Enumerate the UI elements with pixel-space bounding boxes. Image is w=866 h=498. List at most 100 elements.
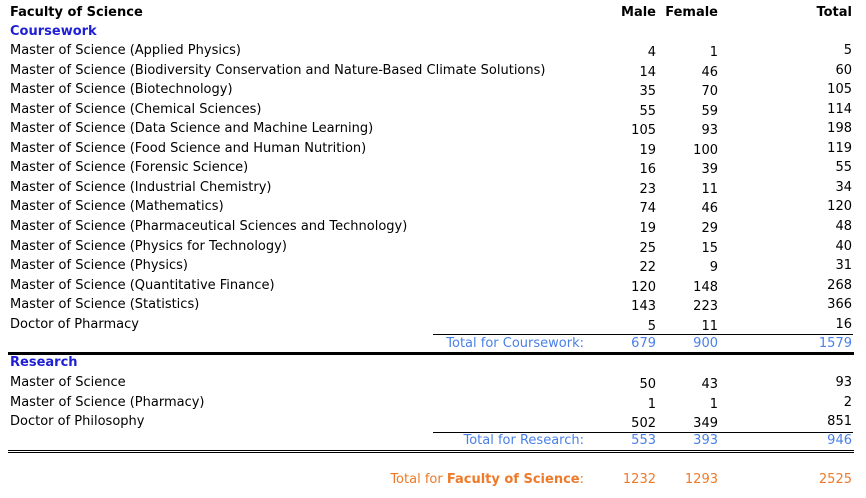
program-name: Doctor of Pharmacy (10, 316, 139, 332)
female-count: 59 (701, 103, 718, 119)
male-count: 14 (639, 64, 656, 80)
table-row: Master of Science (Pharmaceutical Scienc… (0, 217, 866, 236)
total-count: 851 (827, 414, 852, 429)
female-count: 39 (701, 162, 718, 178)
male-count: 23 (639, 181, 656, 197)
program-name: Master of Science (Quantitative Finance) (10, 277, 275, 293)
grand-total-separator (8, 450, 854, 456)
male-count: 35 (639, 84, 656, 100)
male-count: 105 (631, 123, 656, 139)
female-count: 223 (693, 299, 718, 315)
program-name: Master of Science (10, 375, 126, 390)
female-count: 1 (709, 45, 718, 60)
research-subtotal-female: 393 (693, 433, 718, 448)
grand-total-label: Total for Faculty of Science: (390, 470, 584, 489)
total-count: 268 (827, 277, 852, 293)
coursework-subtotal-female: 900 (693, 336, 718, 351)
male-column-header: Male (621, 5, 656, 20)
grand-total-suffix: : (579, 472, 584, 487)
male-count: 16 (639, 162, 656, 178)
table-row: Master of Science (Mathematics) 74 46 120 (0, 197, 866, 216)
total-count: 34 (835, 179, 852, 195)
total-count: 5 (843, 43, 852, 58)
coursework-subtotal-rule (433, 334, 853, 335)
total-count: 366 (827, 297, 852, 313)
program-name: Master of Science (Applied Physics) (10, 43, 241, 58)
table-row: Master of Science (Applied Physics) 4 1 5 (0, 41, 866, 60)
female-count: 148 (693, 279, 718, 295)
section-separator (8, 352, 854, 355)
female-count: 43 (701, 377, 718, 392)
male-count: 25 (639, 240, 656, 256)
research-heading: Research (10, 355, 78, 370)
program-name: Master of Science (Pharmaceutical Scienc… (10, 218, 408, 234)
female-count: 93 (701, 123, 718, 139)
table-row: Master of Science (Chemical Sciences) 55 5… (0, 100, 866, 119)
table-row: Master of Science (Statistics) 143 223 366 (0, 295, 866, 314)
research-subtotal-total: 946 (827, 433, 852, 448)
table-row: Master of Science (Quantitative Finance)… (0, 276, 866, 295)
total-count: 16 (835, 316, 852, 332)
grand-total-female: 1293 (684, 472, 718, 487)
female-count: 70 (701, 84, 718, 100)
grand-total-prefix: Total for (390, 472, 447, 487)
table-row: Doctor of Pharmacy 5 11 16 (0, 315, 866, 334)
grand-total-row: Total for Faculty of Science: 1232 1293 … (0, 470, 866, 489)
female-count: 9 (709, 260, 718, 276)
total-count: 120 (827, 199, 852, 215)
total-count: 198 (827, 121, 852, 137)
table-row: Master of Science (Industrial Chemistry)… (0, 178, 866, 197)
table-row: Master of Science (Physics for Technolog… (0, 237, 866, 256)
table-row: Master of Science (Physics) 22 9 31 (0, 256, 866, 275)
female-count: 11 (701, 318, 718, 334)
total-count: 40 (835, 238, 852, 254)
male-count: 143 (631, 299, 656, 315)
total-count: 105 (827, 82, 852, 98)
research-section-heading: Research (0, 353, 866, 372)
program-name: Master of Science (Pharmacy) (10, 394, 205, 410)
table-row: Master of Science (Biotechnology) 35 70 105 (0, 80, 866, 99)
male-count: 50 (639, 377, 656, 392)
female-count: 15 (701, 240, 718, 256)
grand-total-faculty: Faculty of Science (446, 472, 580, 487)
total-count: 55 (835, 160, 852, 176)
total-count: 60 (835, 62, 852, 78)
grand-total-male: 1232 (622, 472, 656, 487)
program-name: Master of Science (Industrial Chemistry) (10, 179, 272, 195)
table-row: Master of Science (Forensic Science) 16 39… (0, 158, 866, 177)
female-count: 100 (693, 142, 718, 158)
faculty-title: Faculty of Science (10, 5, 143, 20)
total-count: 114 (827, 101, 852, 117)
total-count: 119 (827, 140, 852, 156)
program-name: Master of Science (Biotechnology) (10, 82, 233, 98)
female-count: 1 (709, 396, 718, 412)
total-count: 2 (843, 394, 852, 410)
total-count: 93 (835, 375, 852, 390)
coursework-heading: Coursework (10, 24, 97, 39)
research-subtotal-male: 553 (631, 433, 656, 448)
coursework-subtotal-label: Total for Coursework: (446, 336, 584, 351)
program-name: Master of Science (Physics) (10, 258, 188, 274)
program-name: Master of Science (Biodiversity Conserva… (10, 62, 546, 78)
coursework-subtotal-male: 679 (631, 336, 656, 351)
coursework-subtotal-row: Total for Coursework: 679 900 1579 (0, 334, 866, 353)
male-count: 55 (639, 103, 656, 119)
female-count: 46 (701, 201, 718, 217)
male-count: 19 (639, 220, 656, 236)
coursework-subtotal-total: 1579 (818, 336, 852, 351)
male-count: 22 (639, 260, 656, 276)
table-row: Master of Science (Data Science and Mach… (0, 119, 866, 138)
program-name: Master of Science (Chemical Sciences) (10, 101, 262, 117)
table-row: Doctor of Philosophy 502 349 851 (0, 412, 866, 431)
table-row: Master of Science (Food Science and Huma… (0, 139, 866, 158)
program-name: Master of Science (Forensic Science) (10, 160, 249, 176)
female-count: 349 (693, 416, 718, 431)
total-column-header: Total (816, 5, 852, 20)
total-count: 31 (835, 258, 852, 274)
program-name: Master of Science (Physics for Technolog… (10, 238, 287, 254)
female-column-header: Female (665, 5, 718, 20)
program-name: Master of Science (Data Science and Mach… (10, 121, 374, 137)
table-header: Faculty of Science Male Female Total (0, 3, 866, 22)
research-subtotal-label: Total for Research: (463, 433, 584, 448)
table-row: Master of Science 50 43 93 (0, 373, 866, 392)
